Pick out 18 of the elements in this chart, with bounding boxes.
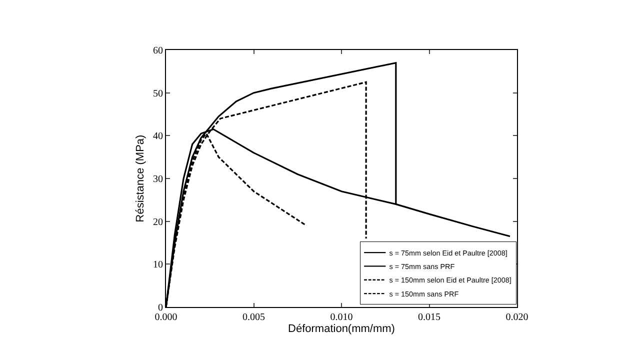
legend-label: s = 75mm selon Eid et Paultre [2008] [389, 248, 508, 258]
legend-label: s = 75mm sans PRF [389, 262, 456, 272]
y-tick-label: 20 [153, 216, 163, 228]
legend-label: s = 150mm selon Eid et Paultre [2008] [389, 276, 512, 285]
x-axis-title: Déformation(mm/mm) [288, 323, 395, 336]
y-tick-label: 60 [153, 46, 163, 56]
x-tick-label: 0.005 [242, 312, 265, 323]
x-tick-label: 0.020 [506, 312, 528, 323]
y-tick-label: 30 [153, 174, 163, 185]
x-tick-label: 0.015 [418, 312, 440, 323]
legend-label: s = 150mm sans PRF [389, 289, 460, 298]
y-tick-label: 10 [153, 260, 163, 271]
x-tick-label: 0.010 [330, 312, 353, 323]
y-tick-label: 0 [158, 302, 163, 314]
y-tick-label: 40 [153, 131, 163, 142]
y-tick-label: 50 [153, 88, 163, 100]
y-axis-title: Résistance (MPa) [134, 134, 147, 222]
x-tick-label: 0.000 [154, 312, 178, 323]
